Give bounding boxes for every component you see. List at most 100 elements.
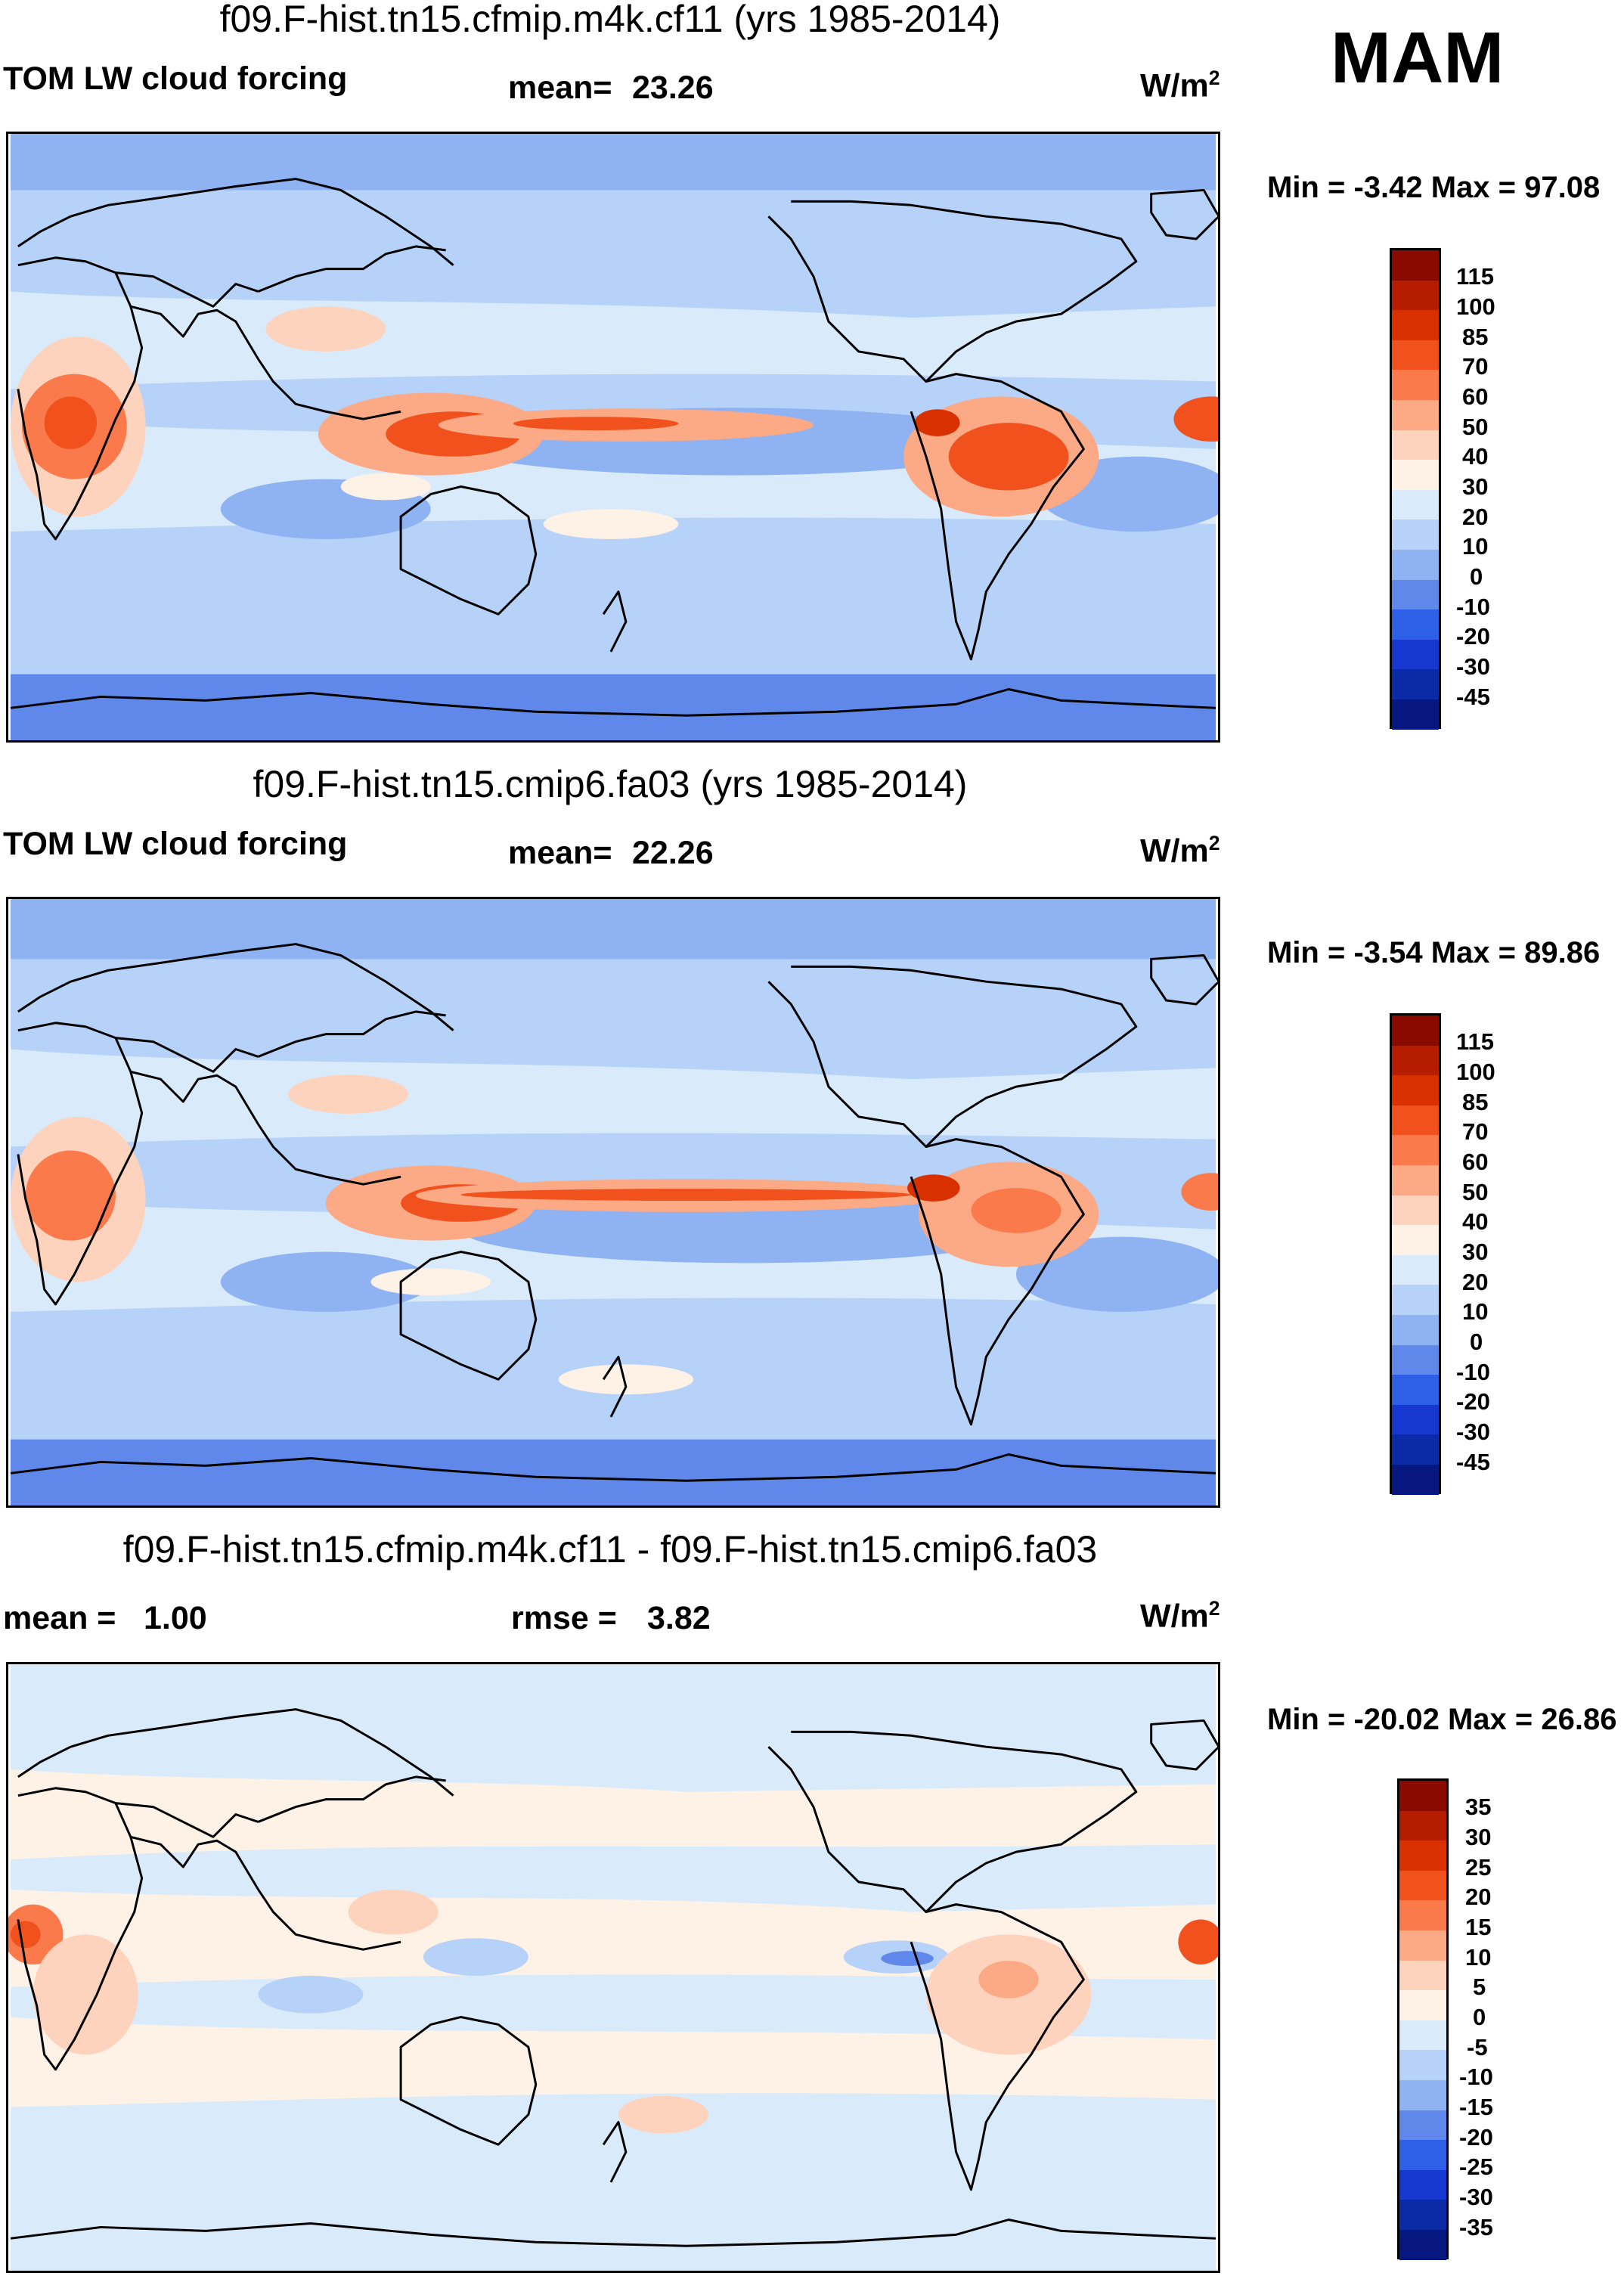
- colorbar-3-swatch: [1399, 1900, 1446, 1930]
- colorbar-2-swatch: [1392, 1225, 1439, 1255]
- colorbar-2-swatch: [1392, 1434, 1439, 1465]
- colorbar-2-swatch: [1392, 1164, 1439, 1195]
- panel-2-colorbar: [1390, 1013, 1441, 1495]
- colorbar-1-tick: 50: [1462, 414, 1489, 440]
- colorbar-1-swatch: [1392, 370, 1439, 400]
- colorbar-1-swatch: [1392, 250, 1439, 281]
- colorbar-2-swatch: [1392, 1254, 1439, 1285]
- colorbar-3-tick: 5: [1473, 1974, 1486, 2000]
- colorbar-3-tick: 0: [1473, 2004, 1486, 2030]
- colorbar-2-swatch: [1392, 1375, 1439, 1405]
- colorbar-2-swatch: [1392, 1045, 1439, 1076]
- colorbar-3-swatch: [1399, 2200, 1446, 2230]
- colorbar-3-tick: -25: [1459, 2154, 1493, 2180]
- panel-1-mean-value: 23.26: [632, 70, 714, 106]
- colorbar-3-swatch: [1399, 2169, 1446, 2200]
- colorbar-3-swatch: [1399, 2020, 1446, 2051]
- panel-2-minmax: Min = -3.54 Max = 89.86: [1267, 936, 1601, 969]
- panel-2-map: [6, 897, 1220, 1508]
- colorbar-1-swatch: [1392, 699, 1439, 730]
- colorbar-2-tick: -20: [1456, 1388, 1490, 1415]
- colorbar-1-tick: 20: [1462, 504, 1489, 530]
- colorbar-2-swatch: [1392, 1016, 1439, 1046]
- colorbar-2-swatch: [1392, 1285, 1439, 1315]
- colorbar-1-swatch: [1392, 399, 1439, 430]
- colorbar-1-swatch: [1392, 639, 1439, 670]
- panel-1-variable-label: TOM LW cloud forcing: [3, 60, 348, 97]
- panel-3-mean-label: mean =: [3, 1600, 116, 1636]
- colorbar-3-swatch: [1399, 1810, 1446, 1841]
- colorbar-2-swatch: [1392, 1344, 1439, 1375]
- colorbar-1-swatch: [1392, 280, 1439, 311]
- colorbar-2-tick: 85: [1462, 1089, 1489, 1115]
- colorbar-1-tick: -45: [1456, 684, 1490, 710]
- panel-1-units: W/m2: [1140, 67, 1220, 104]
- colorbar-2-tick: -45: [1456, 1449, 1490, 1475]
- panel-2-mean-value: 22.26: [632, 835, 714, 871]
- season-label: MAM: [1331, 17, 1505, 98]
- colorbar-1-swatch: [1392, 549, 1439, 580]
- colorbar-3-tick: -30: [1459, 2184, 1493, 2210]
- colorbar-3-tick: 30: [1465, 1824, 1492, 1850]
- colorbar-3-tick: 25: [1465, 1854, 1492, 1881]
- colorbar-2-swatch: [1392, 1135, 1439, 1165]
- colorbar-1-tick: 70: [1462, 353, 1489, 380]
- panel-3-title: f09.F-hist.tn15.cfmip.m4k.cf11 - f09.F-h…: [122, 1528, 1098, 1571]
- colorbar-3-swatch: [1399, 1781, 1446, 1811]
- colorbar-1-tick: 10: [1462, 533, 1489, 560]
- colorbar-2-swatch: [1392, 1195, 1439, 1226]
- colorbar-2-tick: 60: [1462, 1149, 1489, 1175]
- colorbar-3-swatch: [1399, 2079, 1446, 2110]
- colorbar-1-tick: 85: [1462, 324, 1489, 350]
- colorbar-3-swatch: [1399, 1990, 1446, 2020]
- colorbar-2-tick: 115: [1456, 1028, 1495, 1055]
- panel-2-variable-label: TOM LW cloud forcing: [3, 826, 348, 862]
- colorbar-3-tick: -35: [1459, 2214, 1493, 2240]
- panel-3-mean-value: 1.00: [144, 1600, 207, 1636]
- colorbar-1-swatch: [1392, 460, 1439, 490]
- colorbar-3-tick: -20: [1459, 2124, 1493, 2150]
- colorbar-1-tick: 115: [1456, 263, 1495, 290]
- colorbar-2-tick: -10: [1456, 1359, 1490, 1385]
- colorbar-3-swatch: [1399, 2229, 1446, 2260]
- colorbar-2-tick: 40: [1462, 1208, 1489, 1235]
- colorbar-1-tick: -20: [1456, 623, 1490, 650]
- colorbar-1-tick: 60: [1462, 383, 1489, 410]
- colorbar-1-swatch: [1392, 519, 1439, 550]
- colorbar-1-tick: -10: [1456, 594, 1490, 620]
- panel-1-colorbar: [1390, 248, 1441, 730]
- colorbar-1-swatch: [1392, 429, 1439, 460]
- panel-1-minmax: Min = -3.42 Max = 97.08: [1267, 171, 1601, 204]
- colorbar-2-swatch: [1392, 1404, 1439, 1435]
- panel-3-rmse-label: rmse =: [511, 1600, 617, 1636]
- colorbar-2-swatch: [1392, 1464, 1439, 1495]
- panel-1-map: [6, 132, 1220, 743]
- colorbar-3-swatch: [1399, 1870, 1446, 1901]
- colorbar-3-swatch: [1399, 1840, 1446, 1871]
- colorbar-3-tick: 15: [1465, 1914, 1492, 1940]
- colorbar-1-tick: 30: [1462, 473, 1489, 500]
- colorbar-2-tick: 70: [1462, 1118, 1489, 1145]
- panel-2-mean-label: mean=: [508, 835, 612, 871]
- colorbar-2-tick: 30: [1462, 1239, 1489, 1265]
- colorbar-2-tick: -30: [1456, 1419, 1490, 1445]
- colorbar-3-swatch: [1399, 1930, 1446, 1961]
- colorbar-3-swatch: [1399, 1960, 1446, 1991]
- colorbar-3-swatch: [1399, 2050, 1446, 2080]
- colorbar-3-tick: -15: [1459, 2094, 1493, 2120]
- colorbar-3-tick: 35: [1465, 1794, 1492, 1820]
- colorbar-3-swatch: [1399, 2110, 1446, 2141]
- colorbar-1-tick: 0: [1470, 563, 1483, 590]
- panel-3-minmax: Min = -20.02 Max = 26.86: [1267, 1703, 1617, 1736]
- colorbar-3-tick: 20: [1465, 1884, 1492, 1910]
- colorbar-1-swatch: [1392, 340, 1439, 371]
- colorbar-2-tick: 10: [1462, 1298, 1489, 1325]
- panel-3-units: W/m2: [1140, 1597, 1220, 1635]
- colorbar-1-tick: 40: [1462, 443, 1489, 470]
- colorbar-2-tick: 50: [1462, 1179, 1489, 1205]
- colorbar-1-swatch: [1392, 669, 1439, 699]
- colorbar-2-swatch: [1392, 1314, 1439, 1345]
- panel-3-map: [6, 1662, 1220, 2273]
- colorbar-1-swatch: [1392, 310, 1439, 340]
- colorbar-2-tick: 20: [1462, 1269, 1489, 1295]
